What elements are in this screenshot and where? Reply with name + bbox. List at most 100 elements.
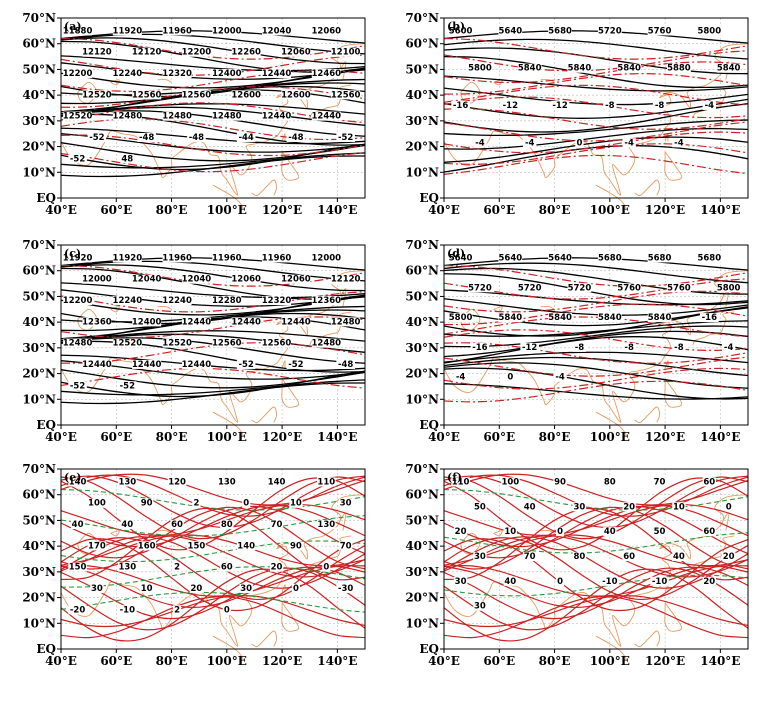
contour-line [443,474,749,517]
contour-label: 60 [703,527,715,537]
contour-label: 140 [268,477,286,487]
contour-label: -4 [525,138,535,148]
contour-label-bg [132,90,162,100]
contour-line [60,595,366,628]
contour-line [60,596,366,639]
contour-label-bg [120,520,135,530]
contour-label-bg [453,372,468,382]
contour-label: 80 [604,477,616,487]
contour-label: 70 [340,541,352,551]
contour-label-bg [721,342,736,352]
contour-label: 12440 [82,360,112,370]
contour-label-bg [112,338,142,348]
contour-label-bg [267,477,286,487]
contour-line [443,98,749,119]
contour-label: 5800 [449,313,473,323]
contour-label: 5840 [518,64,542,74]
contour-label: 0 [323,563,329,573]
contour-label: 12060 [312,26,342,36]
contour-line [60,89,366,117]
coastline [634,179,661,197]
anomaly-contour [443,532,749,554]
contour-line [443,383,749,400]
y-tick-label: 70°N [22,11,56,25]
contour-label-bg [575,138,584,148]
contour-label: 130 [218,477,236,487]
contour-label-bg [137,132,156,142]
y-tick-label: 40°N [22,88,56,102]
contour-label-bg [239,583,253,593]
contour-label-bg [212,338,242,348]
contour-label: 80 [221,520,233,530]
contour-label: 12040 [262,26,292,36]
contour-line [60,103,366,115]
contour-label: 5840 [717,64,741,74]
contour-label-bg [311,26,341,36]
contour-line [60,152,366,169]
contour-line [60,379,366,396]
contour-label: 0 [557,527,563,537]
contour-label: -10 [602,577,617,587]
y-tick-label: 10°N [405,165,439,179]
coastline [281,584,286,593]
contour-label-bg [672,502,686,512]
contour-label-bg [281,274,311,284]
y-tick-label: 40°N [405,315,439,329]
contour-label-bg [132,274,162,284]
contour-line [443,307,749,337]
contour-label: 5640 [498,253,522,263]
contour-label: 12460 [312,69,342,79]
contour-label: -12 [522,343,537,353]
contour-label-bg [672,138,686,148]
contour-label-bg [506,372,515,382]
contour-label-bg [291,583,301,593]
x-tick-label: 140°E [700,654,740,668]
contour-label-bg [603,477,617,487]
axis-ticks: 40°E 60°E 80°E 100°E 120°E 140°E EQ 10°N 20°N 30°… [405,462,740,668]
anomaly-contour [443,143,749,165]
contour-label: 150 [69,563,87,573]
y-tick-label: 10°N [405,392,439,406]
contour-label-bg [622,502,636,512]
contour-label-bg [331,90,361,100]
x-tick-label: 140°E [700,430,740,444]
contour-label: 2 [193,499,199,509]
contour-label-bg [269,520,284,530]
anomaly-contour [60,102,366,124]
contour-label-bg [222,605,231,615]
contour-label: 40 [524,502,536,512]
y-tick-label: 40°N [22,315,56,329]
y-tick-label: 70°N [22,238,56,252]
coastline [493,530,503,537]
contour-label-bg [597,253,622,263]
contour-label: 12440 [182,360,212,370]
anomaly-contour [443,380,749,403]
x-tick-label: 100°E [207,654,247,668]
contour-label: 5720 [598,26,622,36]
contour-label-bg [572,502,587,512]
y-tick-label: 60°N [405,37,439,51]
contour-label-bg [473,138,487,148]
anomaly-contour [60,515,366,537]
contour-label: -12 [503,101,518,111]
contour-label-bg [553,477,567,487]
y-tick-label: EQ [419,191,439,205]
contour-label: 5600 [449,26,473,36]
anomaly-contour [443,329,749,351]
coastline [212,635,244,660]
contour-label-bg [555,527,565,537]
contour-label: 5800 [697,26,721,36]
contour-line [443,475,749,529]
y-tick-label: 10°N [405,616,439,630]
contour-label: 12440 [262,69,292,79]
contour-label: 5640 [548,253,572,263]
contour-label: 60 [703,477,715,487]
x-tick-label: 120°E [645,654,685,668]
contour-label-bg [322,562,331,572]
contour-label-bg [269,562,284,572]
contour-label: 20 [623,502,635,512]
contour-label-bg [87,132,107,142]
contour-label-bg [555,576,565,586]
contour-line [60,565,366,608]
contour-label-bg [548,26,572,36]
